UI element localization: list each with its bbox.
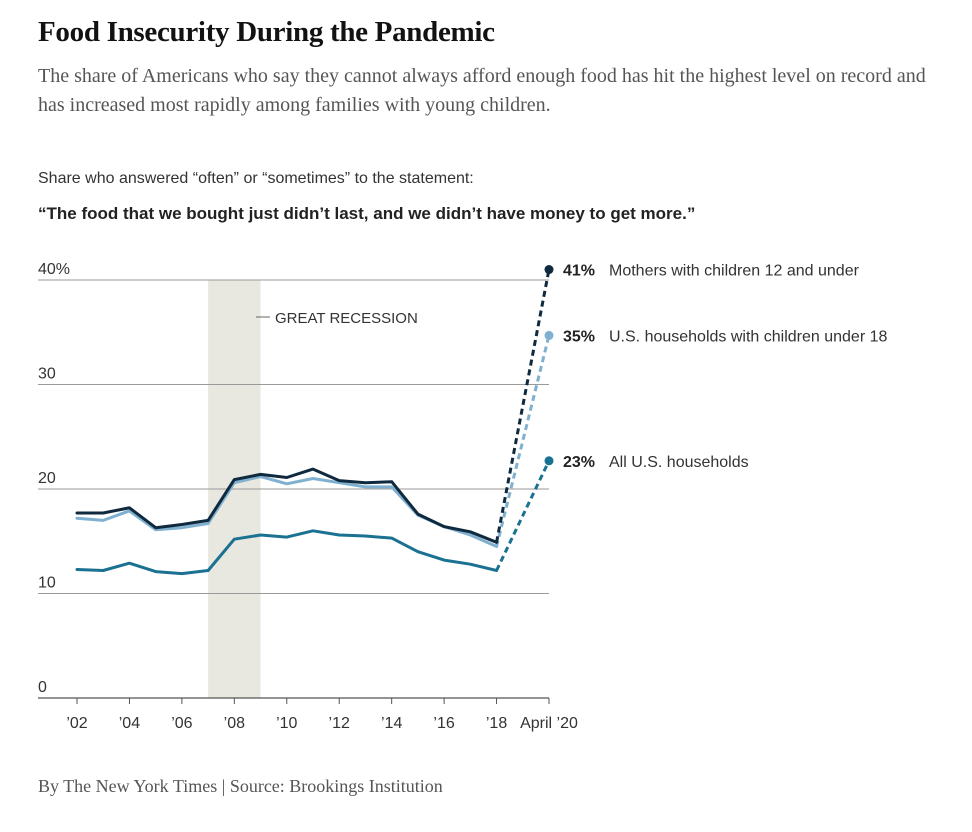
x-tick-label: ’14 <box>381 715 402 732</box>
x-tick-label: ’16 <box>433 715 454 732</box>
series-name-label-mothers-with-children-12-and-under: Mothers with children 12 and under <box>609 263 860 280</box>
series-endpoint-mothers-with-children-12-and-under <box>544 265 554 275</box>
x-tick-label: ’12 <box>329 715 350 732</box>
series-endpoint-u-s-households-with-children-under-18 <box>544 330 554 340</box>
x-tick-label: ’02 <box>66 715 87 732</box>
series-value-label-all-u-s-households: 23% <box>563 454 595 471</box>
series-line-mothers-with-children-12-and-under <box>75 467 499 544</box>
survey-quote: “The food that we bought just didn’t las… <box>38 204 696 223</box>
y-tick-label: 10 <box>38 575 56 592</box>
x-tick-label: ’06 <box>171 715 192 732</box>
x-tick-label: ’04 <box>119 715 140 732</box>
recession-label: GREAT RECESSION <box>275 310 418 327</box>
series-projection-mothers-with-children-12-and-under <box>495 269 551 543</box>
y-tick-label: 20 <box>38 470 56 487</box>
series-name-label-all-u-s-households: All U.S. households <box>609 454 749 471</box>
question-lead: Share who answered “often” or “sometimes… <box>38 170 474 187</box>
series-line-all-u-s-households <box>75 529 499 576</box>
x-tick-label: April ’20 <box>520 715 578 732</box>
x-tick-label: ’18 <box>486 715 507 732</box>
chart-title: Food Insecurity During the Pandemic <box>38 16 495 48</box>
series-projection-u-s-households-with-children-under-18 <box>495 335 551 547</box>
y-tick-label: 40% <box>38 261 70 278</box>
series-value-label-u-s-households-with-children-under-18: 35% <box>563 328 595 345</box>
series-name-label-u-s-households-with-children-under-18: U.S. households with children under 18 <box>609 328 887 345</box>
y-tick-label: 0 <box>38 679 47 696</box>
x-tick-label: ’10 <box>276 715 297 732</box>
series-endpoint-all-u-s-households <box>544 456 554 466</box>
series-value-label-mothers-with-children-12-and-under: 41% <box>563 263 595 280</box>
series-projection-all-u-s-households <box>495 460 551 572</box>
source-credit: By The New York Times | Source: Brooking… <box>38 776 443 796</box>
chart-subtitle: The share of Americans who say they cann… <box>38 65 926 116</box>
x-tick-label: ’08 <box>224 715 245 732</box>
y-tick-label: 30 <box>38 366 56 383</box>
